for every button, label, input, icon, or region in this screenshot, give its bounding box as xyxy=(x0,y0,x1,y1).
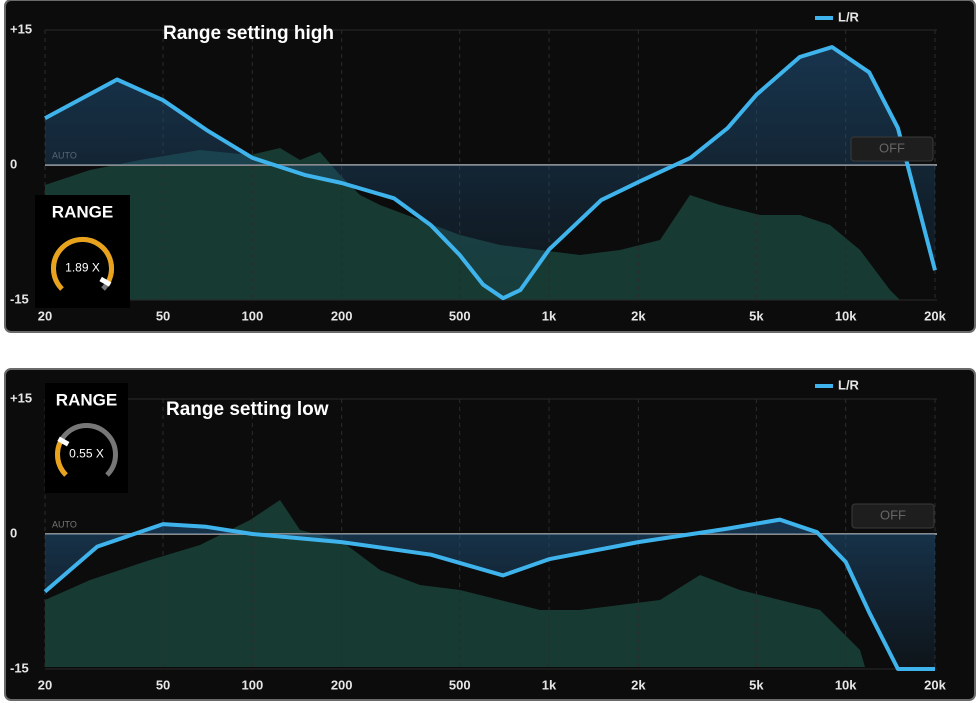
x-tick-label: 5k xyxy=(749,677,764,692)
x-tick-label: 100 xyxy=(242,308,264,323)
x-tick-label: 200 xyxy=(331,308,353,323)
x-tick-label: 100 xyxy=(242,677,264,692)
x-tick-label: 2k xyxy=(631,677,646,692)
knob-value-arc xyxy=(51,236,114,291)
knob-pointer xyxy=(99,276,112,287)
x-tick-label: 10k xyxy=(835,308,857,323)
y-tick-label: +15 xyxy=(10,21,32,36)
off-button[interactable] xyxy=(851,503,935,529)
knob-value: 0.55 X xyxy=(69,447,104,461)
spectrum xyxy=(45,500,865,667)
x-tick-label: 50 xyxy=(156,677,170,692)
x-tick-label: 500 xyxy=(449,308,471,323)
off-button-label: OFF xyxy=(880,507,906,522)
x-tick-label: 10k xyxy=(835,677,857,692)
off-button-label: OFF xyxy=(879,140,905,155)
x-tick-label: 20k xyxy=(924,677,946,692)
off-button[interactable] xyxy=(850,136,934,162)
auto-label: AUTO xyxy=(52,519,77,529)
knob-value: 1.89 X xyxy=(65,261,100,275)
x-tick-label: 1k xyxy=(542,677,557,692)
x-tick-label: 500 xyxy=(449,677,471,692)
legend-label: L/R xyxy=(838,9,860,24)
chart-title: Range setting high xyxy=(163,23,334,44)
curve-area xyxy=(45,519,935,669)
x-tick-label: 50 xyxy=(156,308,170,323)
x-tick-label: 20 xyxy=(38,308,52,323)
y-tick-label: +15 xyxy=(10,390,32,405)
knob-pointer xyxy=(57,436,70,447)
knob-value-arc xyxy=(55,439,68,477)
x-tick-label: 20 xyxy=(38,677,52,692)
y-tick-label: -15 xyxy=(10,291,29,306)
knob-label: RANGE xyxy=(52,202,113,221)
chart-title: Range setting low xyxy=(166,399,329,420)
x-tick-label: 5k xyxy=(749,308,764,323)
y-tick-label: 0 xyxy=(10,156,17,171)
knob-label: RANGE xyxy=(56,390,117,409)
curve xyxy=(43,517,935,671)
x-tick-label: 1k xyxy=(542,308,557,323)
x-tick-label: 200 xyxy=(331,677,353,692)
spectrum xyxy=(45,148,900,300)
y-tick-label: 0 xyxy=(10,525,17,540)
knob-box xyxy=(35,195,130,308)
y-tick-label: -15 xyxy=(10,660,29,675)
curve-area xyxy=(45,47,935,299)
legend-label: L/R xyxy=(838,377,860,392)
knob-box xyxy=(45,383,128,493)
curve xyxy=(44,45,937,301)
x-tick-label: 2k xyxy=(631,308,646,323)
x-tick-label: 20k xyxy=(924,308,946,323)
